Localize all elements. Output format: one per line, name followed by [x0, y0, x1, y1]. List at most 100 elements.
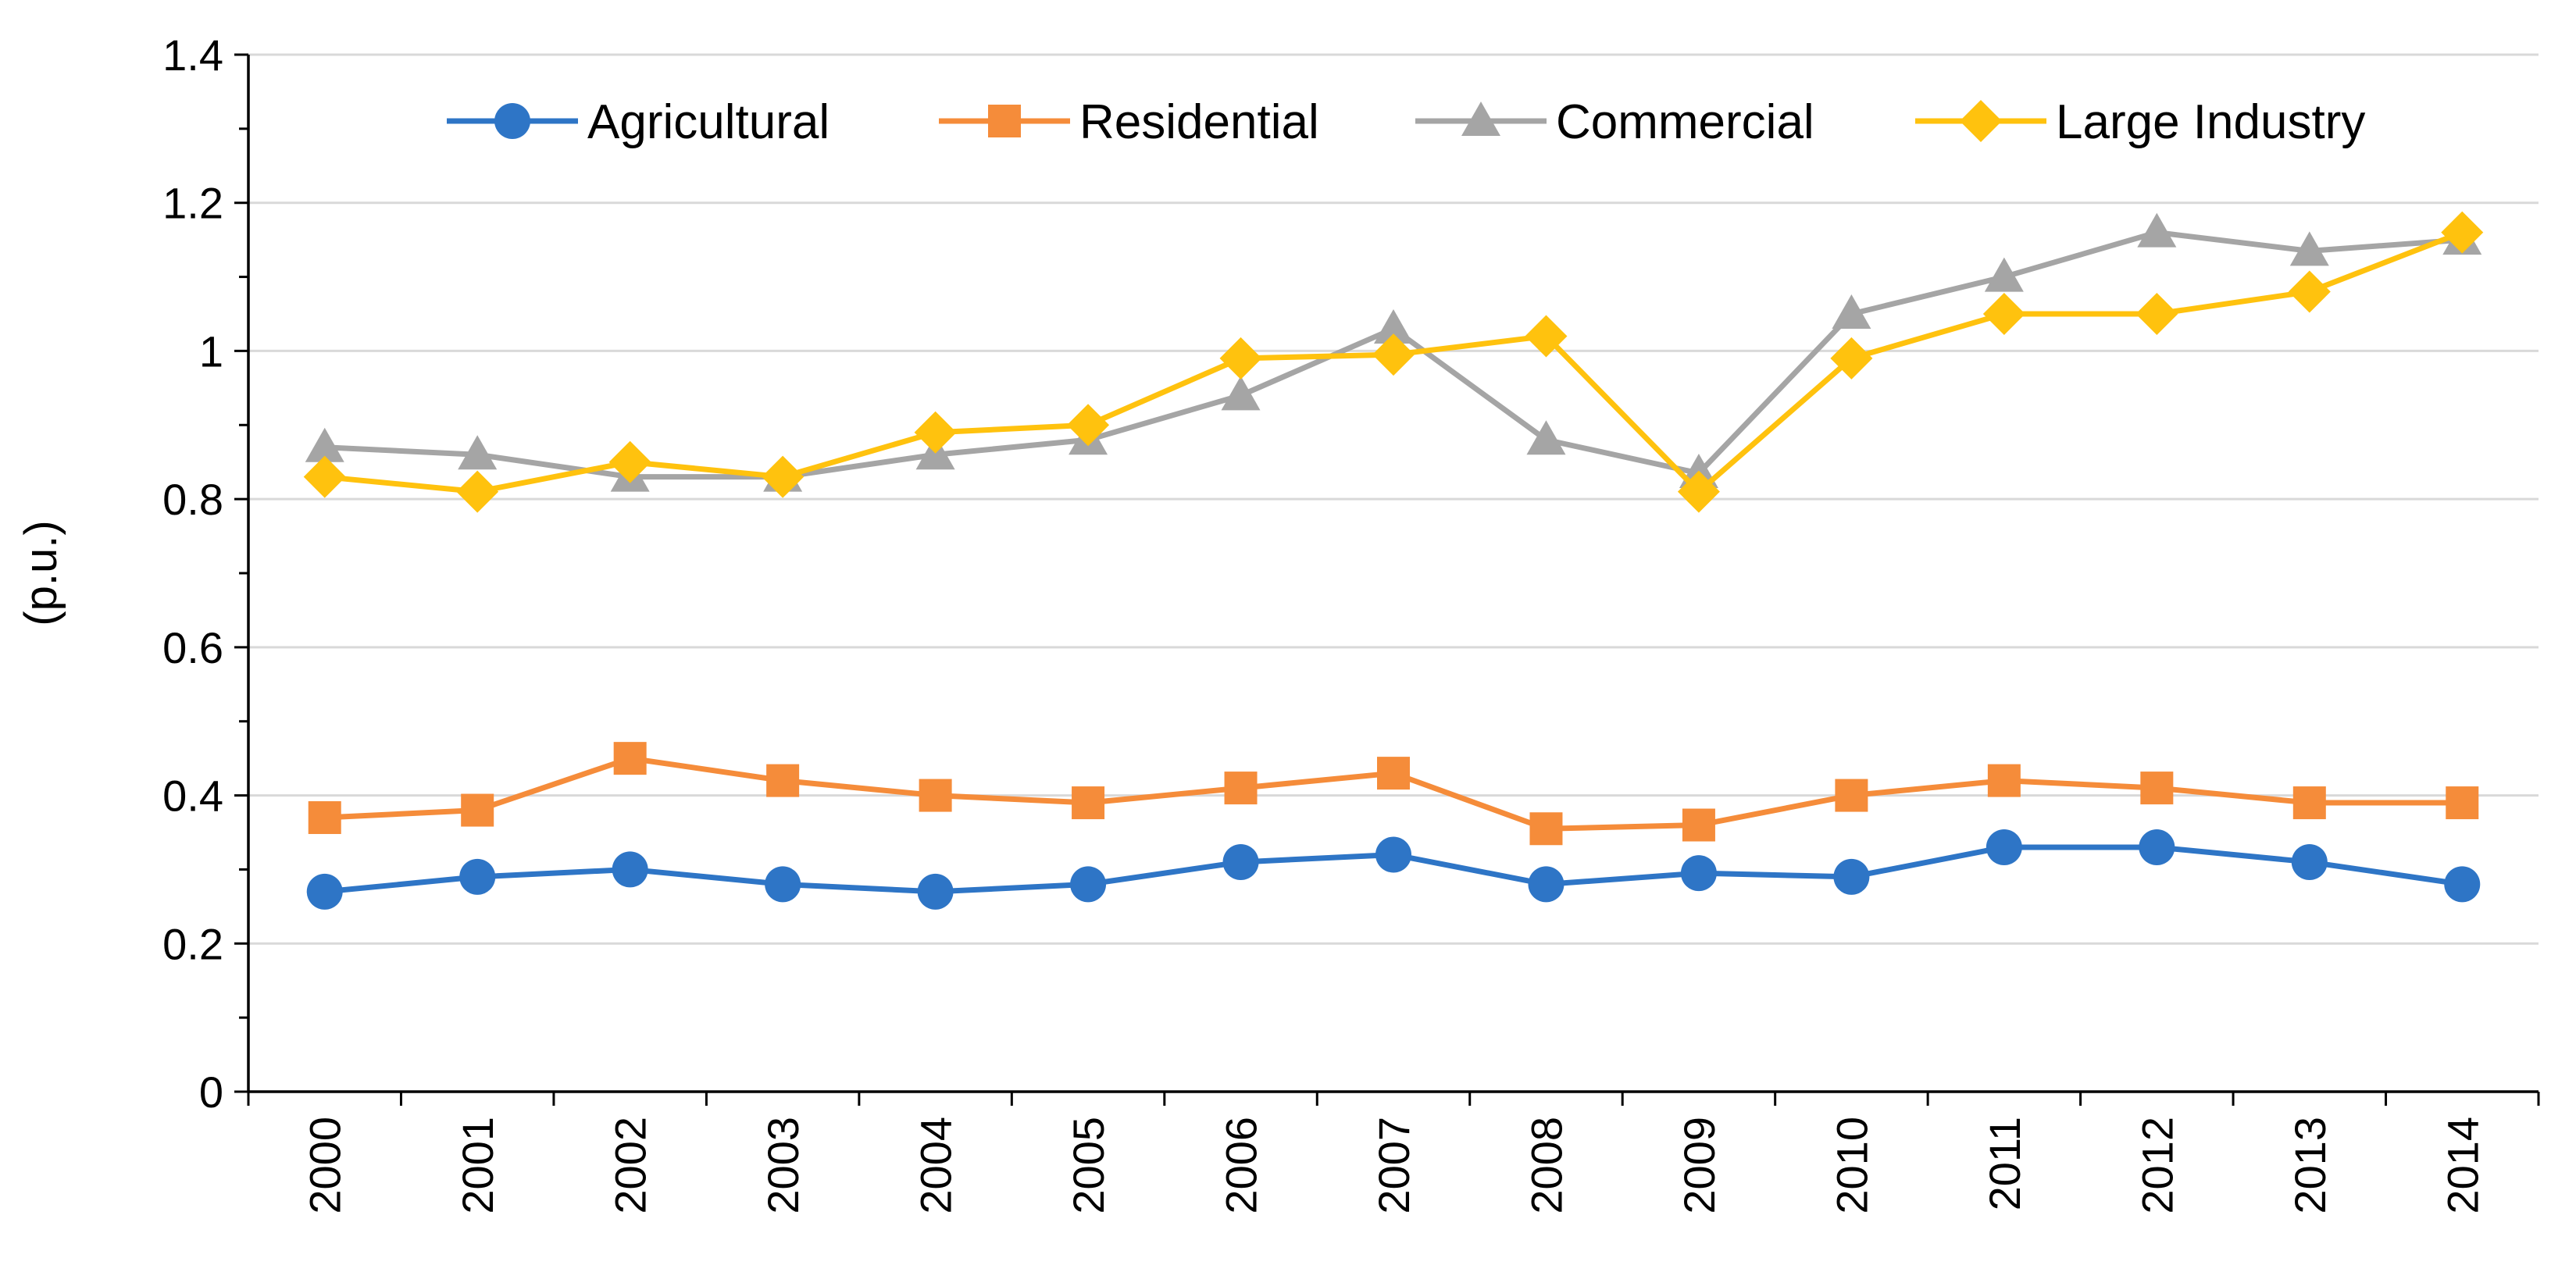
- data-point-residential: [1835, 779, 1868, 812]
- data-point-residential: [2446, 786, 2479, 820]
- data-point-agricultural: [765, 866, 801, 903]
- x-tick-label: 2005: [1064, 1117, 1113, 1214]
- data-point-agricultural: [1986, 829, 2022, 865]
- data-point-residential: [1072, 786, 1105, 820]
- series-layer: [303, 211, 2484, 910]
- x-tick-label: 2000: [301, 1117, 350, 1214]
- y-tick-label: 0: [199, 1067, 223, 1117]
- y-tick-label: 1.2: [162, 179, 223, 228]
- data-point-residential: [461, 793, 494, 827]
- data-point-large-industry: [1982, 293, 2025, 335]
- data-point-large-industry: [914, 411, 957, 454]
- data-point-large-industry: [1067, 404, 1110, 447]
- x-tick-label: 2004: [912, 1117, 961, 1214]
- data-point-agricultural: [1070, 866, 1107, 903]
- data-point-residential: [1987, 764, 2021, 797]
- data-point-residential: [2292, 786, 2326, 820]
- x-tick-label: 2014: [2438, 1117, 2487, 1214]
- data-point-large-industry: [2288, 270, 2331, 313]
- data-point-commercial: [1984, 257, 2024, 292]
- x-tick-label: 2002: [606, 1117, 655, 1214]
- x-tick-label: 2003: [758, 1117, 808, 1214]
- data-point-large-industry: [608, 440, 651, 483]
- x-tick-label: 2001: [453, 1117, 502, 1214]
- data-point-large-industry: [456, 470, 499, 513]
- data-point-agricultural: [2139, 829, 2175, 865]
- legend-item-agricultural: Agricultural: [447, 95, 830, 149]
- data-point-residential: [919, 779, 952, 812]
- data-point-commercial: [2137, 212, 2177, 248]
- series-large-industry: [303, 211, 2484, 513]
- x-tick-label: 2008: [1522, 1117, 1571, 1214]
- data-point-commercial: [1832, 294, 1871, 329]
- x-axis-ticks: 2000 2001 2002 2003 2004 2005 2006 2007 2008 2009…: [247, 1092, 2540, 1214]
- legend-label: Large Industry: [2056, 95, 2365, 149]
- data-point-commercial: [1374, 308, 1413, 344]
- data-point-agricultural: [1833, 858, 1870, 895]
- series-residential: [308, 742, 2479, 846]
- data-point-agricultural: [1680, 855, 1717, 892]
- data-point-residential: [308, 801, 341, 835]
- data-point-agricultural: [1528, 866, 1565, 903]
- data-point-residential: [2140, 772, 2174, 805]
- data-point-commercial: [2289, 231, 2329, 266]
- legend-marker: [1461, 102, 1500, 136]
- data-point-large-industry: [1219, 337, 1262, 380]
- data-point-large-industry: [303, 455, 346, 498]
- data-point-residential: [1224, 772, 1258, 805]
- data-point-commercial: [1221, 376, 1261, 411]
- data-point-agricultural: [917, 873, 954, 910]
- data-point-residential: [613, 742, 647, 775]
- data-point-residential: [766, 764, 800, 797]
- data-point-large-industry: [2135, 293, 2178, 335]
- data-point-residential: [1529, 812, 1563, 846]
- x-tick-label: 2006: [1217, 1117, 1266, 1214]
- legend-marker: [1960, 100, 2002, 142]
- y-axis-title: (p.u.): [16, 520, 66, 625]
- legend-label: Agricultural: [587, 95, 830, 149]
- series-agricultural: [306, 829, 2481, 910]
- x-tick-label: 2013: [2285, 1117, 2335, 1214]
- y-tick-label: 1: [199, 326, 223, 376]
- y-tick-label: 1.4: [162, 30, 223, 80]
- gridlines: [248, 53, 2539, 945]
- data-point-agricultural: [2291, 843, 2328, 880]
- legend-item-large-industry: Large Industry: [1915, 95, 2365, 149]
- legend-item-residential: Residential: [939, 95, 1319, 149]
- x-tick-label: 2007: [1369, 1117, 1418, 1214]
- data-point-agricultural: [1222, 843, 1259, 880]
- data-point-residential: [1377, 757, 1410, 790]
- y-axis-ticks: 0 0.2 0.4 0.6 0.8 1 1.2 1.4: [162, 30, 248, 1117]
- data-point-agricultural: [306, 873, 343, 910]
- data-point-large-industry: [1830, 337, 1873, 380]
- data-point-residential: [1682, 808, 1715, 842]
- data-point-commercial: [305, 427, 344, 462]
- data-point-commercial: [1526, 420, 1566, 455]
- data-point-large-industry: [1372, 333, 1415, 376]
- data-point-agricultural: [612, 851, 648, 888]
- y-tick-label: 0.2: [162, 919, 223, 968]
- x-tick-label: 2011: [1980, 1117, 2029, 1210]
- legend-label: Commercial: [1556, 95, 1814, 149]
- axes: [247, 55, 2539, 1093]
- y-tick-label: 0.8: [162, 475, 223, 524]
- data-point-large-industry: [1525, 315, 1568, 358]
- data-point-agricultural: [2444, 866, 2481, 903]
- data-point-large-industry: [2441, 211, 2484, 254]
- x-tick-label: 2010: [1827, 1117, 1876, 1214]
- data-point-large-industry: [762, 455, 805, 498]
- legend-label: Residential: [1079, 95, 1319, 149]
- legend-marker: [494, 103, 530, 139]
- legend-marker: [988, 105, 1021, 137]
- data-point-commercial: [458, 435, 498, 470]
- y-tick-label: 0.4: [162, 772, 223, 821]
- x-tick-label: 2009: [1675, 1117, 1724, 1214]
- legend-item-commercial: Commercial: [1415, 95, 1814, 149]
- data-point-agricultural: [459, 858, 496, 895]
- legend: Agricultural Residential Commercial Large I…: [447, 95, 2365, 149]
- y-tick-label: 0.6: [162, 623, 223, 672]
- data-point-large-industry: [1677, 470, 1720, 513]
- data-point-agricultural: [1375, 836, 1411, 873]
- x-tick-label: 2012: [2132, 1117, 2182, 1214]
